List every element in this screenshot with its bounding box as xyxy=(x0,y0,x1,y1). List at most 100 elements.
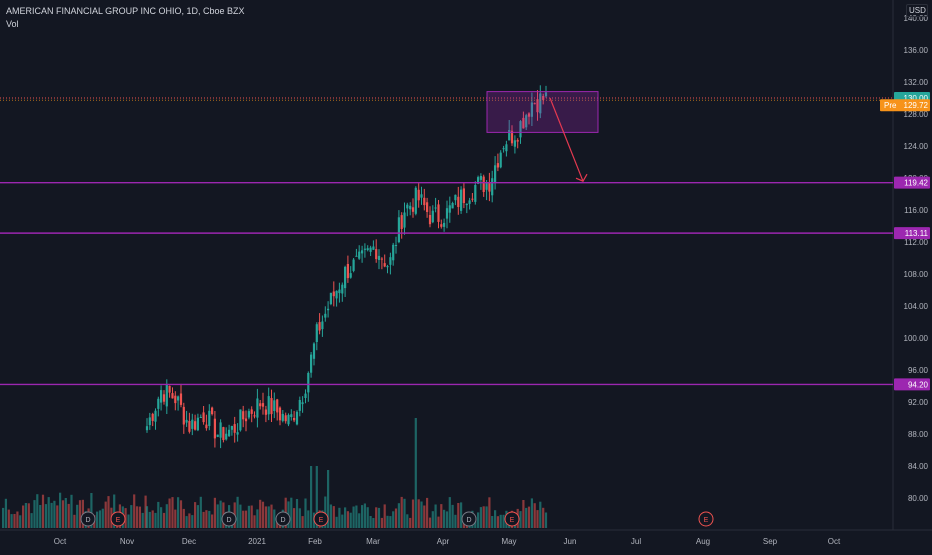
volume-bar xyxy=(239,504,242,528)
time-tick-label: Mar xyxy=(366,537,380,546)
volume-bar xyxy=(250,505,253,528)
time-tick-label: Oct xyxy=(54,537,67,546)
candle-body xyxy=(225,433,228,440)
volume-bar xyxy=(394,508,398,528)
volume-bar xyxy=(219,500,222,528)
candle-body xyxy=(185,419,188,423)
candle-body xyxy=(233,424,236,433)
price-tick-label: 124.00 xyxy=(904,142,929,151)
candle-body xyxy=(477,177,480,184)
volume-bar xyxy=(213,497,216,528)
volume-bar xyxy=(349,512,352,528)
volume-bar xyxy=(53,500,56,528)
earnings-event-icon[interactable] xyxy=(313,511,329,527)
candle-body xyxy=(471,198,474,200)
earnings-event-icon[interactable] xyxy=(698,511,714,527)
volume-bar xyxy=(397,503,400,528)
volume-bar xyxy=(519,511,522,528)
volume-bar xyxy=(191,515,194,528)
candle-body xyxy=(154,410,157,422)
candle-body xyxy=(239,409,242,431)
candle-body xyxy=(293,418,296,421)
price-tick-label: 132.00 xyxy=(904,78,929,87)
candle-body xyxy=(479,176,482,180)
candle-body xyxy=(380,258,383,260)
volume-bar xyxy=(411,499,415,528)
candle-body xyxy=(151,413,154,421)
volume-bar xyxy=(293,508,296,528)
event-label: D xyxy=(85,517,90,524)
volume-bar xyxy=(188,513,191,528)
candle-body xyxy=(287,414,290,425)
candle-body xyxy=(295,411,299,425)
volume-bar xyxy=(338,507,341,528)
candle-body xyxy=(281,413,284,421)
candle-body xyxy=(468,200,471,204)
candle-body xyxy=(276,399,279,413)
time-tick-label: Jun xyxy=(564,537,577,546)
volume-bar xyxy=(485,506,488,528)
volume-bar xyxy=(16,511,19,528)
candle-body xyxy=(182,406,185,425)
volume-bar xyxy=(355,505,358,528)
candle-body xyxy=(278,407,282,421)
dividend-event-icon[interactable] xyxy=(221,511,237,527)
candle-body xyxy=(310,354,313,373)
volume-bar xyxy=(406,514,409,528)
candle-body xyxy=(284,415,287,422)
volume-bar xyxy=(437,516,440,528)
volume-bar xyxy=(267,506,270,528)
dividend-event-icon[interactable] xyxy=(80,511,96,527)
candle-body xyxy=(148,417,151,426)
volume-bar xyxy=(341,514,344,528)
rectangle-annotation[interactable] xyxy=(486,91,599,133)
candle-body xyxy=(259,403,262,407)
volume-bar xyxy=(409,517,412,528)
candle-body xyxy=(426,202,429,212)
candle-body xyxy=(179,393,183,405)
candle-body xyxy=(502,148,505,150)
level-price-tag xyxy=(894,378,930,391)
volume-bar xyxy=(127,514,130,528)
volume-bar xyxy=(499,514,502,528)
price-tick-label: 84.00 xyxy=(908,462,929,471)
candle-body xyxy=(445,208,449,219)
candle-body xyxy=(454,194,457,201)
volume-bar xyxy=(494,510,497,528)
dividend-event-icon[interactable] xyxy=(461,511,477,527)
volume-bar xyxy=(256,509,259,528)
volume-bar xyxy=(375,507,378,528)
dividend-event-icon[interactable] xyxy=(275,511,291,527)
volume-bar xyxy=(358,513,361,528)
volume-bar xyxy=(377,507,381,528)
volume-bar xyxy=(327,470,330,528)
candle-body xyxy=(375,249,378,260)
arrow-annotation[interactable] xyxy=(549,97,584,182)
volume-bar xyxy=(530,498,533,528)
volume-bar xyxy=(39,505,42,528)
candle-body xyxy=(264,409,267,415)
candle-body xyxy=(250,409,253,414)
earnings-event-icon[interactable] xyxy=(504,511,520,527)
candle-body xyxy=(369,247,372,252)
candle-body xyxy=(304,393,307,398)
volume-bar xyxy=(67,503,70,528)
price-tick-label: 100.00 xyxy=(904,334,929,343)
volume-bar xyxy=(261,501,265,528)
candle-body xyxy=(338,289,341,294)
candle-body xyxy=(392,244,395,261)
volume-bar xyxy=(307,510,310,528)
candle-body xyxy=(157,398,160,409)
volume-label: Vol xyxy=(6,19,19,29)
price-tick-label: 108.00 xyxy=(904,270,929,279)
candle-body xyxy=(318,322,321,331)
earnings-event-icon[interactable] xyxy=(110,511,126,527)
candle-body xyxy=(383,263,386,267)
volume-bar xyxy=(133,494,136,528)
currency-label[interactable]: USD xyxy=(906,4,928,17)
volume-bar xyxy=(244,510,248,528)
candle-body xyxy=(389,257,392,265)
volume-bar xyxy=(451,504,454,528)
